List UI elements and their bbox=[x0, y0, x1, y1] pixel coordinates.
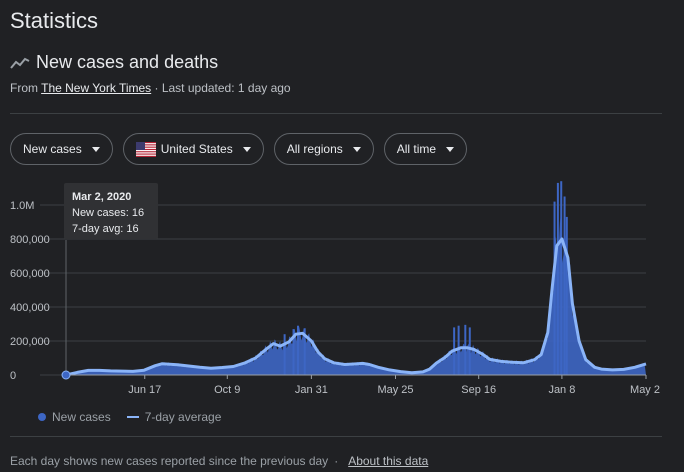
divider-bottom bbox=[10, 436, 662, 437]
daily-cases-bar bbox=[565, 216, 568, 375]
caret-down-icon bbox=[446, 146, 455, 152]
tooltip-date: Mar 2, 2020 bbox=[72, 191, 132, 203]
metric-label: New cases bbox=[23, 142, 82, 156]
metric-dropdown[interactable]: New cases bbox=[10, 133, 113, 165]
chart-tooltip: Mar 2, 2020 New cases: 16 7-day avg: 16 bbox=[64, 183, 158, 239]
daily-cases-bar bbox=[468, 327, 471, 375]
x-tick-label: Oct 9 bbox=[214, 384, 240, 396]
x-tick-label: May 2 bbox=[630, 384, 660, 396]
daily-cases-bar bbox=[292, 329, 295, 375]
x-tick-label: Jun 17 bbox=[128, 384, 161, 396]
x-tick-label: Jan 31 bbox=[295, 384, 328, 396]
daily-cases-bar bbox=[303, 328, 306, 375]
source-link[interactable]: The New York Times bbox=[41, 81, 152, 95]
legend-new-cases: New cases bbox=[52, 410, 111, 424]
divider-top bbox=[10, 113, 662, 114]
source-prefix: From bbox=[10, 81, 42, 95]
legend-line-swatch bbox=[126, 416, 139, 418]
highlight-point bbox=[61, 370, 71, 380]
x-tick-label: Sep 16 bbox=[461, 384, 496, 396]
y-tick-label: 1.0M bbox=[10, 200, 34, 212]
last-updated: · Last updated: 1 day ago bbox=[151, 81, 291, 95]
country-label: United States bbox=[160, 142, 233, 156]
daily-cases-bar bbox=[283, 334, 286, 375]
tooltip-new-cases: New cases: 16 bbox=[72, 207, 145, 219]
trending-icon bbox=[10, 57, 30, 69]
y-tick-label: 200,000 bbox=[10, 336, 50, 348]
daily-cases-bar bbox=[457, 325, 460, 375]
y-tick-label: 600,000 bbox=[10, 268, 50, 280]
subheading-row: New cases and deaths bbox=[10, 52, 218, 73]
about-data-link[interactable]: About this data bbox=[348, 454, 429, 468]
daily-cases-bar bbox=[464, 324, 467, 375]
tooltip-average: 7-day avg: 16 bbox=[72, 223, 139, 235]
footer-text: Each day shows new cases reported since … bbox=[10, 454, 329, 468]
y-tick-label: 400,000 bbox=[10, 302, 50, 314]
page-title: Statistics bbox=[10, 8, 99, 33]
cases-chart[interactable]: 1.0M 800,000 600,000 400,000 200,000 0 Jun 17 O… bbox=[0, 180, 684, 405]
daily-cases-bar bbox=[560, 181, 563, 375]
y-tick-label: 0 bbox=[10, 370, 16, 382]
source-line: From The New York Times · Last updated: … bbox=[10, 81, 291, 95]
x-tick-label: Jan 8 bbox=[548, 384, 575, 396]
footer: Each day shows new cases reported since … bbox=[10, 454, 428, 468]
subheading: New cases and deaths bbox=[36, 52, 219, 72]
region-label: All regions bbox=[286, 142, 343, 156]
legend-average: 7-day average bbox=[144, 410, 222, 424]
avg-line bbox=[65, 237, 647, 377]
daily-cases-bar bbox=[556, 182, 559, 375]
legend-bar-swatch bbox=[38, 413, 46, 421]
us-flag-icon bbox=[135, 141, 156, 157]
caret-down-icon bbox=[91, 146, 100, 152]
daily-cases-bar bbox=[297, 325, 299, 375]
footer-separator: · bbox=[334, 454, 339, 468]
country-dropdown[interactable]: United States bbox=[122, 133, 264, 165]
region-dropdown[interactable]: All regions bbox=[273, 133, 374, 165]
time-dropdown[interactable]: All time bbox=[383, 133, 468, 165]
time-label: All time bbox=[396, 142, 437, 156]
chart-legend: New cases 7-day average bbox=[38, 410, 221, 424]
y-tick-label: 800,000 bbox=[10, 234, 50, 246]
daily-cases-bar bbox=[563, 196, 566, 375]
daily-cases-bar bbox=[553, 201, 556, 375]
caret-down-icon bbox=[352, 146, 361, 152]
caret-down-icon bbox=[242, 146, 251, 152]
filter-bar: New cases United States All regions All … bbox=[10, 133, 468, 165]
x-tick-label: May 25 bbox=[377, 384, 413, 396]
